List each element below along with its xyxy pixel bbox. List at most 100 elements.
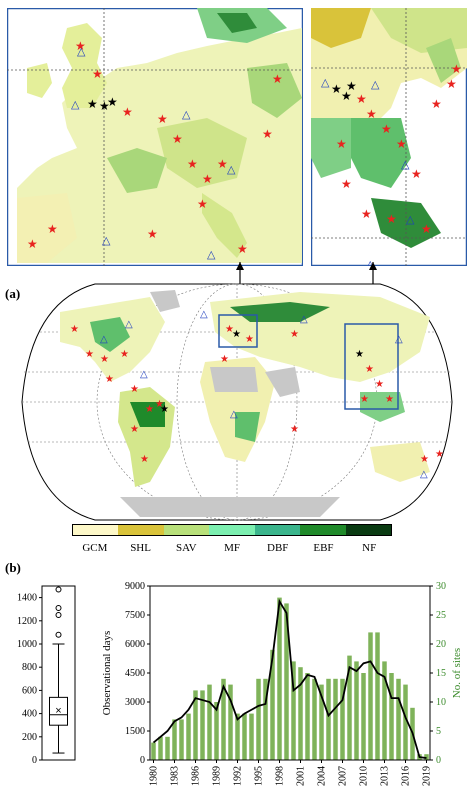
sites-bar (270, 649, 275, 760)
svg-text:★: ★ (130, 384, 139, 395)
svg-text:★: ★ (396, 137, 407, 151)
svg-text:★: ★ (92, 67, 103, 81)
svg-text:△: △ (230, 409, 238, 420)
legend-swatch-ebf (300, 525, 346, 535)
svg-text:△: △ (140, 369, 148, 380)
legend-swatch-dbf (254, 525, 301, 535)
svg-text:★: ★ (70, 324, 79, 335)
svg-text:△: △ (401, 159, 410, 171)
svg-text:★: ★ (341, 177, 352, 191)
sites-bar (361, 673, 366, 760)
right-ytick-label: 15 (436, 668, 446, 679)
svg-text:★: ★ (366, 107, 377, 121)
xtick-label: 1986 (191, 766, 202, 786)
svg-text:★: ★ (157, 112, 168, 126)
sites-bar (207, 684, 212, 760)
svg-text:★: ★ (435, 449, 444, 460)
left-ytick-label: 4500 (125, 668, 145, 679)
sites-bar (193, 690, 198, 760)
svg-text:★: ★ (346, 79, 357, 93)
xtick-label: 2016 (401, 766, 412, 786)
right-ytick-label: 20 (436, 639, 446, 650)
legend-label-dbf: DBF (267, 542, 289, 554)
sites-bar (242, 713, 247, 760)
left-ytick-label: 7500 (125, 610, 145, 621)
sites-bar (298, 667, 303, 760)
sites-bar (235, 713, 240, 760)
xtick-label: 2001 (296, 766, 307, 786)
svg-text:★: ★ (87, 97, 98, 111)
svg-text:★: ★ (47, 222, 58, 236)
xtick-label: 1989 (212, 766, 223, 786)
legend-swatch-gcm (73, 525, 119, 535)
sites-bar (200, 690, 205, 760)
xtick-label: 1995 (254, 766, 265, 786)
svg-text:★: ★ (147, 227, 158, 241)
right-ytick-label: 0 (436, 755, 441, 766)
sites-bar (375, 632, 380, 760)
xtick-label: 1983 (170, 766, 181, 786)
legend-swatch-nf (345, 525, 391, 535)
svg-text:△: △ (300, 314, 308, 325)
svg-text:△: △ (182, 109, 191, 121)
right-axis-title: No. of sites (451, 648, 463, 698)
svg-text:△: △ (207, 249, 216, 261)
sites-bar (382, 661, 387, 760)
xtick-label: 1980 (149, 766, 160, 786)
legend-label-nf: NF (362, 542, 377, 554)
svg-text:★: ★ (27, 237, 38, 251)
right-ytick-label: 5 (436, 726, 441, 737)
svg-text:★: ★ (365, 364, 374, 375)
observational-days-line (152, 598, 427, 759)
boxplot-ytick-label: 200 (22, 732, 37, 743)
sites-bar (347, 655, 352, 760)
legend-swatch-sav (163, 525, 210, 535)
boxplot-outlier (55, 605, 62, 612)
boxplot-ytick-label: 600 (22, 685, 37, 696)
world-site-markers: ★★ ★ ★ ★★ ★ ★ ★★ ★★ ★ ★ ★★ ★★ ★★ ★★ ★★ △△ △… (70, 309, 444, 480)
svg-text:★: ★ (140, 454, 149, 465)
sites-bar (158, 736, 163, 760)
svg-text:★: ★ (356, 92, 367, 106)
legend-labels: GCM SHL SAV MF DBF EBF NF (72, 542, 392, 554)
svg-text:△: △ (371, 79, 380, 91)
sites-bar (319, 684, 324, 760)
legend-label-sav: SAV (176, 542, 197, 554)
sites-bar (403, 684, 408, 760)
svg-text:△: △ (366, 259, 375, 266)
europe-inset-map: ★ ★ ★ ★ ★ ★ ★ ★ ★ ★ ★ ★ ★ ★ ★ ★ ★ ★ △ △ … (7, 8, 303, 266)
sites-bar (186, 713, 191, 760)
svg-text:★: ★ (341, 89, 352, 103)
sites-bar (340, 678, 345, 760)
svg-text:★: ★ (105, 374, 114, 385)
svg-text:★: ★ (120, 349, 129, 360)
xtick-label: 2013 (380, 766, 391, 786)
xtick-label: 2007 (338, 766, 349, 786)
svg-text:★: ★ (172, 132, 183, 146)
boxplot-ytick-label: 800 (22, 662, 37, 673)
right-ytick-label: 30 (436, 581, 446, 592)
panel-a-label: (a) (5, 286, 21, 301)
boxplot-mean-marker: × (55, 705, 61, 717)
xtick-label: 1992 (233, 766, 244, 786)
svg-text:★: ★ (262, 127, 273, 141)
svg-text:★: ★ (245, 334, 254, 345)
boxplot-outlier (55, 586, 62, 593)
svg-text:★: ★ (421, 222, 432, 236)
left-ytick-label: 3000 (125, 697, 145, 708)
sites-bar (305, 673, 310, 760)
svg-text:★: ★ (232, 329, 241, 340)
boxplot-ytick-label: 400 (22, 709, 37, 720)
europe-site-markers: ★ ★ ★ ★ ★ ★ ★ ★ ★ ★ ★ ★ ★ ★ ★ ★ ★ ★ △ △ … (27, 39, 283, 261)
timeseries-frame (149, 585, 431, 761)
svg-text:★: ★ (107, 95, 118, 109)
legend-label-ebf: EBF (313, 542, 334, 554)
left-ytick-label: 6000 (125, 639, 145, 650)
sites-bar (277, 597, 282, 760)
boxplot-chart: 0 200 400 600 800 1000 1200 1400 × (17, 585, 76, 766)
svg-text:△: △ (200, 309, 208, 320)
svg-text:★: ★ (355, 349, 364, 360)
svg-text:★: ★ (75, 39, 86, 53)
sites-bar (221, 678, 226, 760)
timeseries-chart: 0 1500 3000 4500 6000 7500 9000 0 5 10 15 20 25 30 198… (101, 581, 463, 786)
